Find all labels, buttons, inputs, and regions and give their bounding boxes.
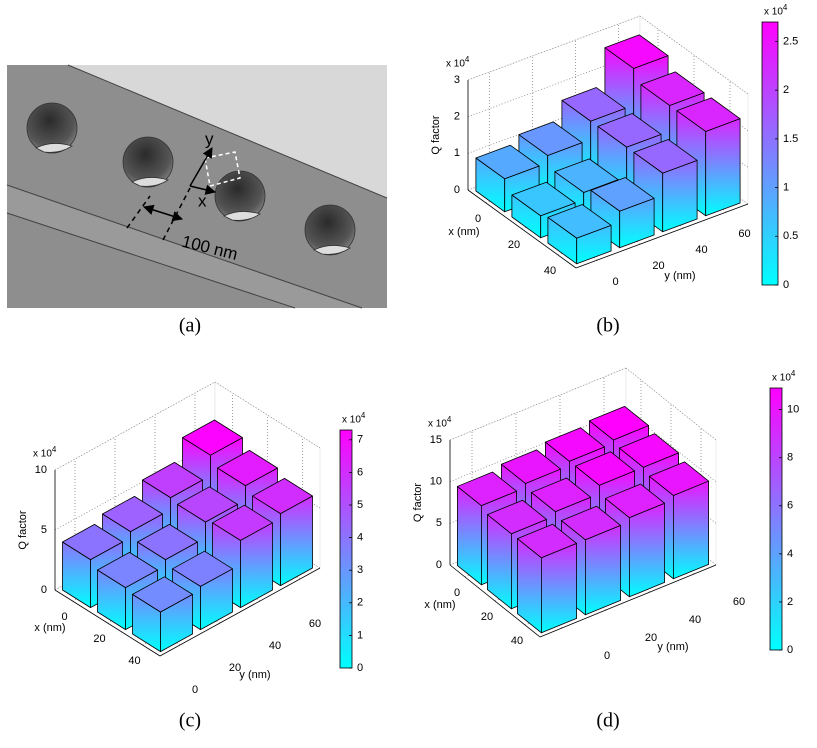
- x-tick-label: 40: [128, 655, 140, 667]
- y-tick-label: 0: [612, 276, 618, 288]
- colorbar-tick-label: 0: [357, 662, 363, 674]
- colorbar: [770, 388, 782, 650]
- colorbar-tick-label: 3: [357, 564, 363, 576]
- x-axis-label: x (nm): [34, 622, 65, 634]
- exponent-label: x 104: [342, 411, 366, 426]
- y-tick-label: 20: [645, 632, 657, 644]
- bar-front: [541, 543, 576, 632]
- y-tick-label: 60: [738, 228, 750, 240]
- colorbar-tick-label: 0.5: [783, 230, 798, 242]
- z-axis-label: Q factor: [430, 115, 442, 154]
- colorbar-tick-label: 2: [787, 596, 793, 608]
- z-tick-label: 15: [430, 434, 442, 446]
- z-tick-label: 10: [35, 464, 47, 476]
- y-axis-label: y (nm): [657, 641, 688, 653]
- bar-front: [673, 481, 708, 579]
- colorbar-tick-label: 0: [787, 644, 793, 656]
- caption: (c): [179, 710, 201, 732]
- y-tick-label: 20: [652, 260, 664, 272]
- x-tick-label: 40: [544, 265, 556, 277]
- panel-a-render: y x 100 nm: [7, 65, 387, 308]
- colorbar: [340, 430, 352, 668]
- colorbar-tick-label: 1.5: [783, 133, 798, 145]
- exponent-label: x 104: [446, 55, 470, 70]
- x-tick-label: 20: [481, 611, 493, 623]
- bar-front: [585, 525, 620, 614]
- y-tick-label: 0: [192, 684, 198, 696]
- colorbar-tick-label: 4: [357, 531, 363, 543]
- colorbar: [762, 22, 778, 285]
- y-tick-label: 40: [269, 640, 281, 652]
- colorbar-tick-label: 10: [787, 404, 799, 416]
- y-axis-label: y: [205, 129, 214, 148]
- y-tick-label: 40: [689, 614, 701, 626]
- exponent-label: x 104: [33, 445, 57, 460]
- x-tick-label: 0: [454, 587, 460, 599]
- colorbar-tick-label: 7: [357, 434, 363, 446]
- x-tick-label: 40: [511, 635, 523, 647]
- bar-front: [706, 119, 740, 216]
- figure: y x 100 nm (a) 0204002040600123x 104Q fa…: [0, 0, 817, 748]
- x-axis-label: x (nm): [448, 226, 479, 238]
- z-axis-label: Q factor: [412, 483, 424, 522]
- exponent-power: 4: [447, 415, 452, 424]
- x-tick-label: 0: [475, 213, 481, 225]
- exponent-label: x 104: [428, 415, 452, 430]
- x-tick-label: 20: [93, 633, 105, 645]
- bar-front: [629, 503, 664, 597]
- colorbar-tick-label: 2: [357, 597, 363, 609]
- exponent-power: 4: [52, 445, 57, 454]
- x-axis-label: x: [198, 191, 207, 210]
- z-tick-label: 0: [41, 584, 47, 596]
- colorbar-tick-label: 6: [787, 500, 793, 512]
- caption: (a): [179, 315, 201, 337]
- z-tick-label: 5: [436, 517, 442, 529]
- y-tick-label: 0: [604, 650, 610, 662]
- exponent-power: 4: [791, 369, 796, 378]
- y-tick-label: 60: [309, 618, 321, 630]
- colorbar-tick-label: 2: [783, 84, 789, 96]
- exponent-power: 4: [783, 3, 788, 12]
- exponent-power: 4: [465, 55, 470, 64]
- colorbar-tick-label: 6: [357, 466, 363, 478]
- colorbar-tick-label: 0: [783, 279, 789, 291]
- colorbar-tick-label: 4: [787, 548, 793, 560]
- z-tick-label: 10: [430, 476, 442, 488]
- caption: (d): [596, 710, 619, 732]
- x-tick-label: 20: [508, 239, 520, 251]
- x-axis-label: x (nm): [424, 599, 455, 611]
- z-tick-label: 0: [436, 559, 442, 571]
- y-axis-label: y (nm): [664, 270, 695, 282]
- y-axis-label: y (nm): [239, 669, 270, 681]
- caption: (b): [596, 315, 619, 337]
- colorbar-tick-label: 1: [357, 629, 363, 641]
- colorbar-tick-label: 8: [787, 452, 793, 464]
- colorbar-tick-label: 1: [783, 181, 789, 193]
- exponent-label: x 104: [764, 3, 788, 18]
- z-tick-label: 1: [454, 147, 460, 159]
- z-axis-label: Q factor: [17, 510, 29, 549]
- z-tick-label: 3: [454, 74, 460, 86]
- colorbar-tick-label: 2.5: [783, 35, 798, 47]
- z-tick-label: 2: [454, 111, 460, 123]
- z-tick-label: 0: [454, 184, 460, 196]
- colorbar-tick-label: 5: [357, 499, 363, 511]
- y-tick-label: 60: [733, 596, 745, 608]
- y-tick-label: 40: [695, 244, 707, 256]
- z-tick-label: 5: [41, 524, 47, 536]
- exponent-label: x 104: [772, 369, 796, 384]
- exponent-power: 4: [361, 411, 366, 420]
